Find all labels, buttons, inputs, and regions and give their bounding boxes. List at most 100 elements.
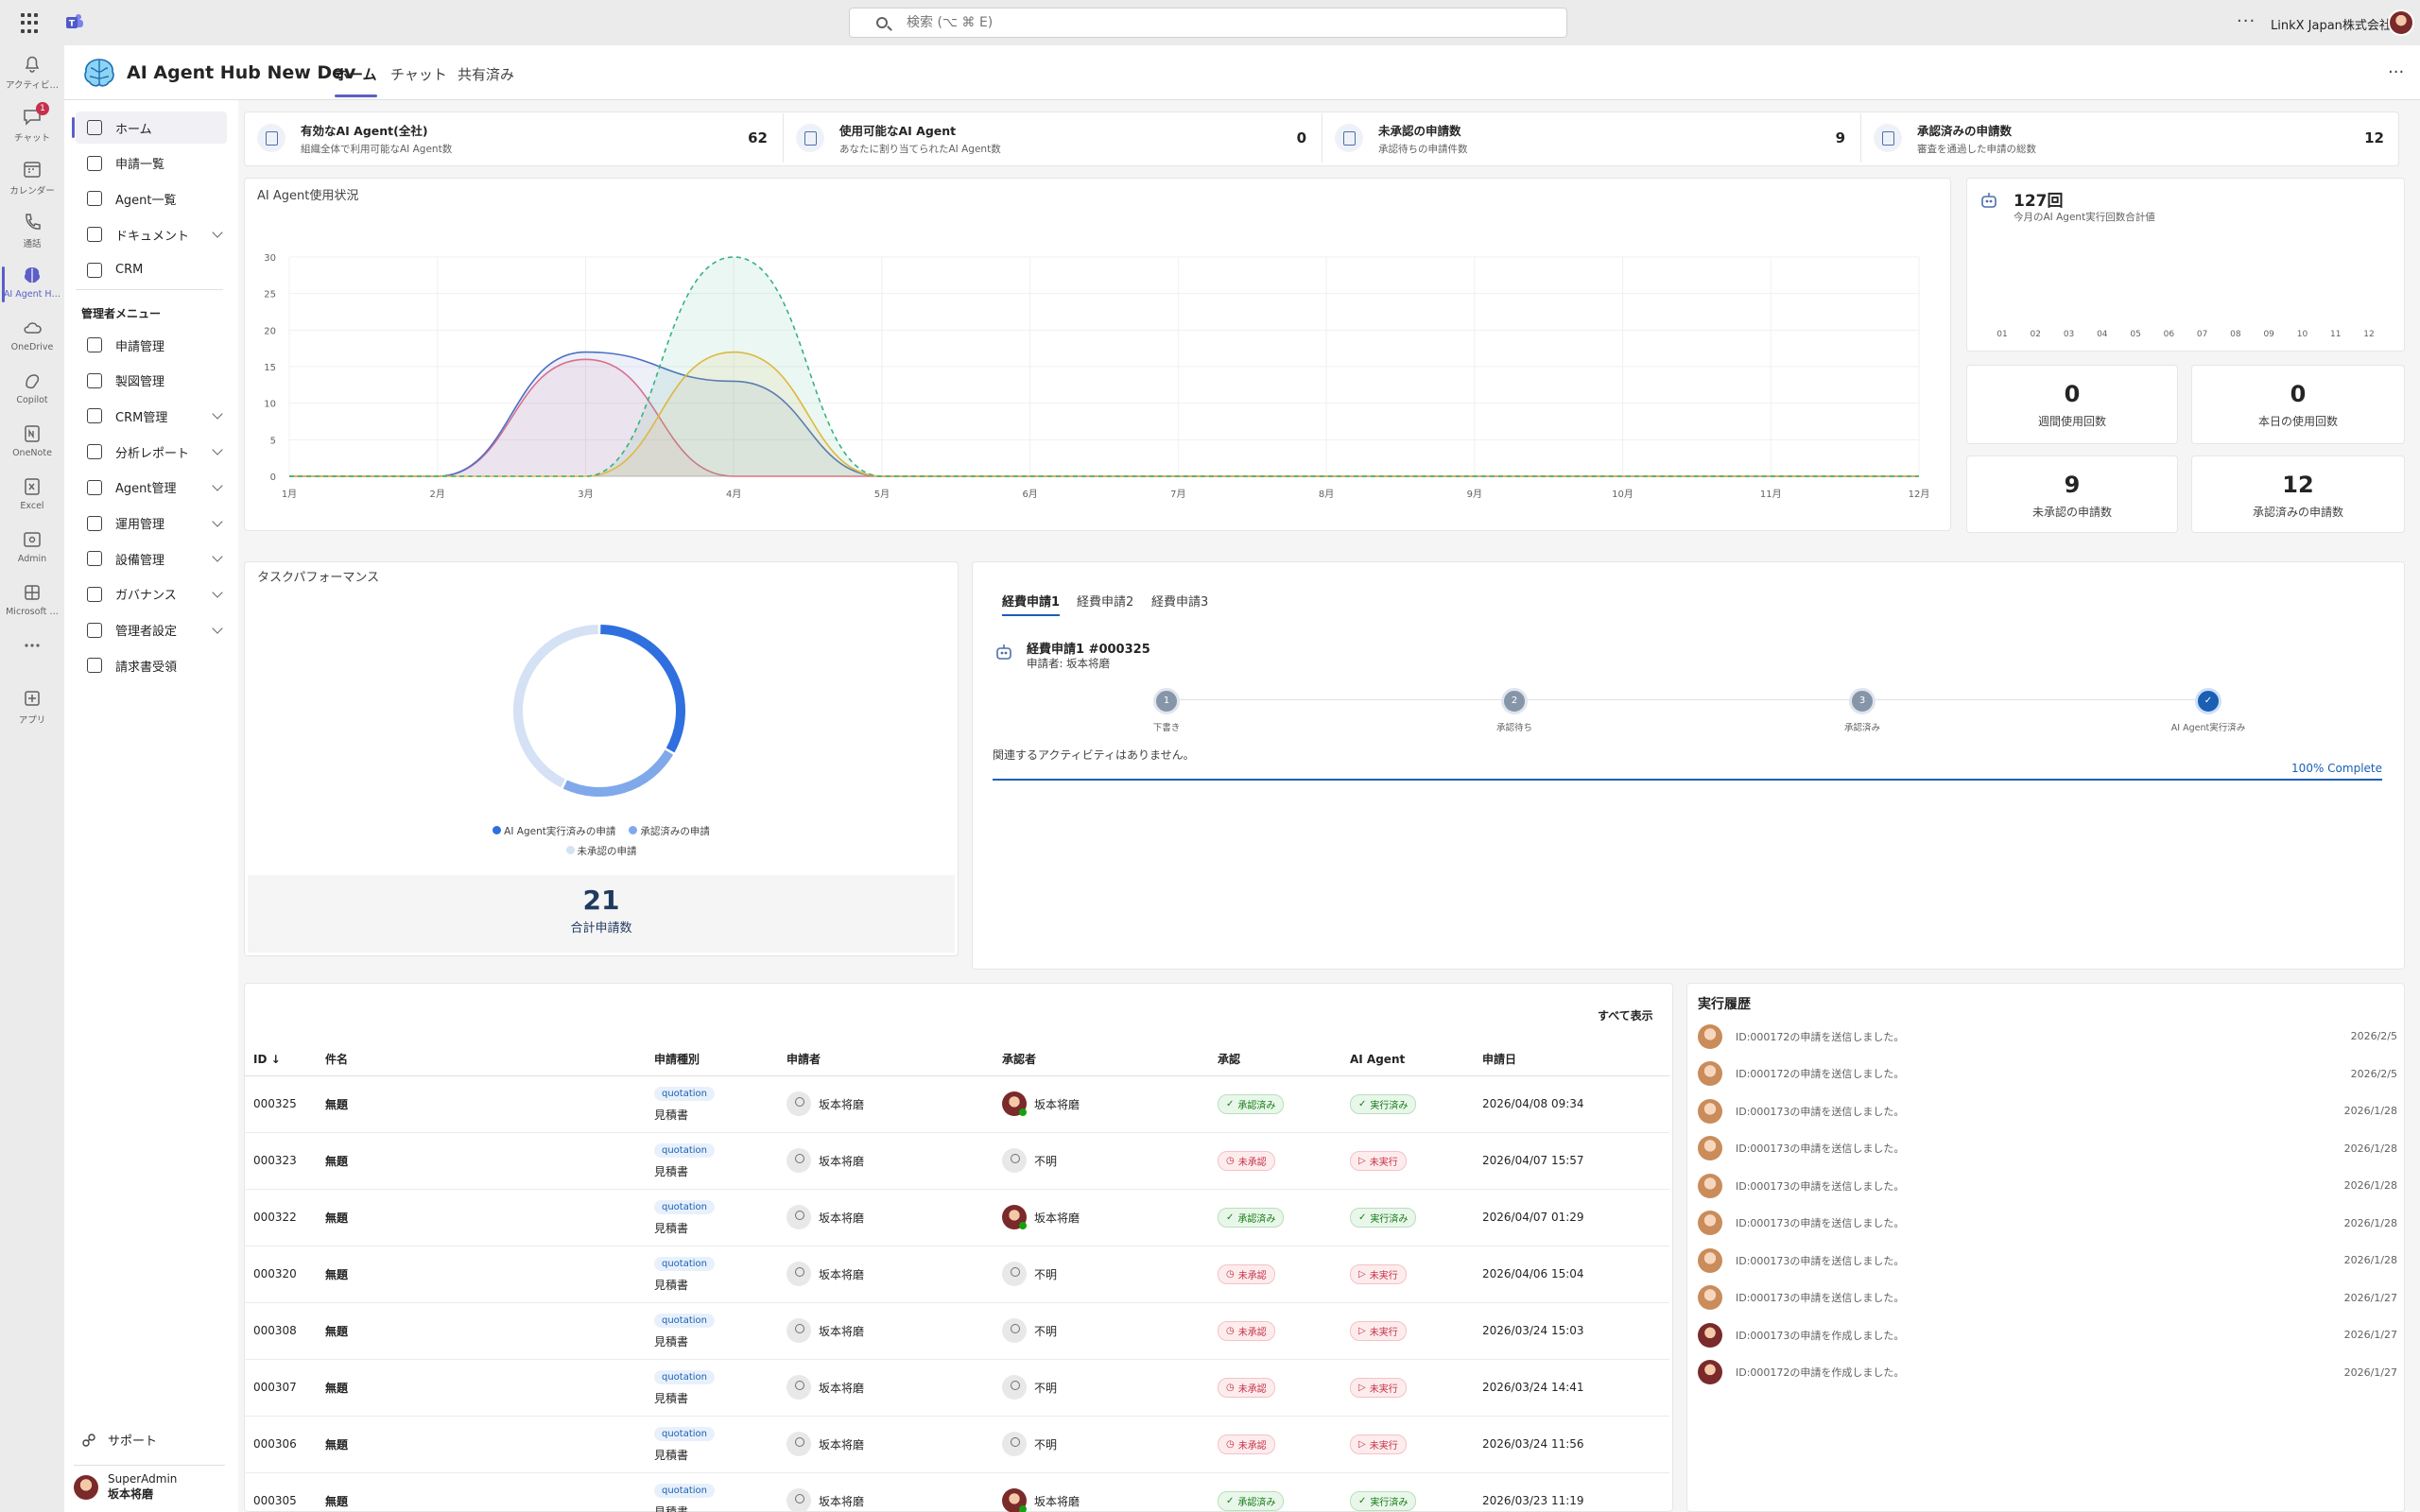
sidebar-item-agent[interactable]: Agent管理 bbox=[76, 472, 227, 504]
rail-item-copilot[interactable]: Copilot bbox=[0, 365, 64, 418]
app-launcher-icon[interactable] bbox=[21, 13, 42, 34]
table-row[interactable]: 000325 無題 quotation 見積書 坂本将磨 坂本将磨 ✓ 承認済み ✓ 実行済み 20… bbox=[244, 1075, 1669, 1133]
column-header[interactable]: 承認者 bbox=[993, 1043, 1208, 1076]
rail-item-calendar[interactable]: カレンダー bbox=[0, 153, 64, 206]
nav-user-profile[interactable]: SuperAdmin 坂本将磨 bbox=[74, 1465, 225, 1503]
tab-expense-2[interactable]: 経費申請2 bbox=[1077, 595, 1134, 610]
rail-item-brain[interactable]: AI Agent H… bbox=[0, 259, 64, 312]
sidebar-item-folder[interactable]: ドキュメント bbox=[76, 218, 227, 250]
table-row[interactable]: 000320 無題 quotation 見積書 坂本将磨 不明 ◷ 未承認 ▷ 未実行 2026/0… bbox=[244, 1246, 1669, 1303]
more-options-icon[interactable]: ··· bbox=[2237, 11, 2256, 31]
sidebar-item-document[interactable]: 申請一覧 bbox=[76, 147, 227, 180]
person-icon bbox=[1002, 1148, 1027, 1173]
type-tag: quotation bbox=[654, 1483, 716, 1498]
history-item[interactable]: ID:000172の申請を作成しました。 2026/1/27 bbox=[1698, 1354, 2397, 1392]
pending-document-icon bbox=[1335, 124, 1363, 152]
tenant-name[interactable]: LinkX Japan株式会社 bbox=[2271, 19, 2392, 33]
sidebar-item-shield[interactable]: ガバナンス bbox=[76, 578, 227, 610]
agent-icon bbox=[87, 479, 102, 495]
agent-badge: ▷ 未実行 bbox=[1350, 1150, 1407, 1171]
history-item[interactable]: ID:000173の申請を送信しました。 2026/1/28 bbox=[1698, 1130, 2397, 1168]
cell-agent: ▷ 未実行 bbox=[1340, 1132, 1473, 1190]
sidebar-item-chart[interactable]: 分析レポート bbox=[76, 436, 227, 468]
play-icon: ▷ bbox=[1358, 1382, 1366, 1393]
person: 不明 bbox=[1002, 1262, 1208, 1286]
table-row[interactable]: 000308 無題 quotation 見積書 坂本将磨 不明 ◷ 未承認 ▷ 未実行 2026/0… bbox=[244, 1302, 1669, 1360]
tab-home[interactable]: ホーム bbox=[335, 66, 377, 97]
table-row[interactable]: 000306 無題 quotation 見積書 坂本将磨 不明 ◷ 未承認 ▷ 未実行 2026/0… bbox=[244, 1416, 1669, 1473]
cell-approval: ✓ 承認済み bbox=[1208, 1189, 1340, 1246]
sidebar-item-label: ホーム bbox=[115, 122, 152, 137]
stat-subtitle: 組織全体で利用可能なAI Agent数 bbox=[301, 143, 453, 155]
cell-type: quotation 見積書 bbox=[645, 1416, 777, 1473]
column-header[interactable]: 申請種別 bbox=[645, 1043, 777, 1076]
cell-agent: ✓ 実行済み bbox=[1340, 1472, 1473, 1512]
rail-item-phone[interactable]: 通話 bbox=[0, 206, 64, 259]
history-item[interactable]: ID:000172の申請を送信しました。 2026/2/5 bbox=[1698, 1018, 2397, 1056]
history-text: ID:000173の申請を送信しました。 bbox=[1736, 1143, 1905, 1156]
column-header[interactable]: ID ↓ bbox=[244, 1043, 316, 1076]
person-name: 不明 bbox=[1034, 1324, 1058, 1338]
tag-icon bbox=[257, 124, 285, 152]
search-input[interactable] bbox=[907, 15, 1474, 30]
tab-expense-3[interactable]: 経費申請3 bbox=[1151, 595, 1209, 610]
step-label: AI Agent実行済み bbox=[2170, 723, 2246, 733]
column-header[interactable]: 承認 bbox=[1208, 1043, 1340, 1076]
cell-subject: 無題 bbox=[316, 1359, 645, 1417]
rail-item-more[interactable] bbox=[0, 629, 64, 682]
view-all-link[interactable]: すべて表示 bbox=[1598, 1009, 1653, 1022]
column-header[interactable]: 件名 bbox=[316, 1043, 645, 1076]
cell-subject: 無題 bbox=[316, 1302, 645, 1360]
history-item[interactable]: ID:000173の申請を送信しました。 2026/1/28 bbox=[1698, 1205, 2397, 1243]
brain-logo-icon bbox=[84, 59, 114, 87]
history-item[interactable]: ID:000173の申請を送信しました。 2026/1/28 bbox=[1698, 1167, 2397, 1205]
rail-item-cloud[interactable]: OneDrive bbox=[0, 312, 64, 365]
table-row[interactable]: 000322 無題 quotation 見積書 坂本将磨 坂本将磨 ✓ 承認済み ✓ 実行済み 20… bbox=[244, 1189, 1669, 1246]
sidebar-item-agent[interactable]: Agent一覧 bbox=[76, 182, 227, 215]
table-header-row: ID ↓ 件名 申請種別 申請者 承認者 承認 AI Agent 申請日 bbox=[244, 1043, 1669, 1076]
history-item[interactable]: ID:000172の申請を送信しました。 2026/2/5 bbox=[1698, 1056, 2397, 1093]
rail-item-admin[interactable]: Admin bbox=[0, 524, 64, 576]
app-header bbox=[64, 45, 2420, 100]
sidebar-item-crm[interactable]: CRM bbox=[76, 254, 227, 286]
history-item[interactable]: ID:000173の申請を作成しました。 2026/1/27 bbox=[1698, 1316, 2397, 1354]
history-date: 2026/1/27 bbox=[2343, 1366, 2397, 1379]
x-tick-label: 5月 bbox=[874, 489, 890, 500]
header-more-icon[interactable]: ··· bbox=[2388, 62, 2405, 82]
cell-agent: ▷ 未実行 bbox=[1340, 1302, 1473, 1360]
history-item[interactable]: ID:000173の申請を送信しました。 2026/1/28 bbox=[1698, 1242, 2397, 1280]
tab-shared[interactable]: 共有済み bbox=[458, 66, 515, 83]
sidebar-item-gear[interactable]: 運用管理 bbox=[76, 507, 227, 540]
rail-item-onenote[interactable]: OneNote bbox=[0, 418, 64, 471]
sidebar-item-document[interactable]: 申請管理 bbox=[76, 329, 227, 361]
rail-item-microsoft[interactable]: Microsoft … bbox=[0, 576, 64, 629]
chevron-down-icon bbox=[212, 227, 223, 238]
user-avatar[interactable] bbox=[2388, 9, 2414, 36]
rail-item-apps-add[interactable]: アプリ bbox=[0, 682, 64, 735]
table-row[interactable]: 000307 無題 quotation 見積書 坂本将磨 不明 ◷ 未承認 ▷ 未実行 2026/0… bbox=[244, 1359, 1669, 1417]
person-name: 坂本将磨 bbox=[819, 1437, 865, 1452]
stat-value: 12 bbox=[2364, 129, 2384, 146]
tab-chat[interactable]: チャット bbox=[390, 66, 447, 83]
column-header[interactable]: AI Agent bbox=[1340, 1043, 1473, 1076]
sidebar-item-gear[interactable]: CRM管理 bbox=[76, 400, 227, 432]
rail-item-chat[interactable]: 1 チャット bbox=[0, 100, 64, 153]
column-header[interactable]: 申請者 bbox=[777, 1043, 993, 1076]
sidebar-item-invoice[interactable]: 請求書受領 bbox=[76, 649, 227, 681]
column-header[interactable]: 申請日 bbox=[1473, 1043, 1669, 1076]
table-row[interactable]: 000305 無題 quotation 見積書 坂本将磨 坂本将磨 ✓ 承認済み ✓ 実行済み 20… bbox=[244, 1472, 1669, 1512]
rail-item-bell[interactable]: アクティビ… bbox=[0, 47, 64, 100]
history-item[interactable]: ID:000173の申請を送信しました。 2026/1/28 bbox=[1698, 1092, 2397, 1130]
sidebar-item-drawing[interactable]: 製図管理 bbox=[76, 365, 227, 397]
play-icon: ▷ bbox=[1358, 1268, 1366, 1280]
history-item[interactable]: ID:000173の申請を送信しました。 2026/1/27 bbox=[1698, 1280, 2397, 1317]
table-row[interactable]: 000323 無題 quotation 見積書 坂本将磨 不明 ◷ 未承認 ▷ 未実行 2026/0… bbox=[244, 1132, 1669, 1190]
sidebar-item-building[interactable]: 設備管理 bbox=[76, 542, 227, 575]
sidebar-item-home[interactable]: ホーム bbox=[72, 112, 227, 144]
requests-table: ID ↓ 件名 申請種別 申請者 承認者 承認 AI Agent 申請日 000325 無題 qu… bbox=[244, 1043, 1669, 1512]
tab-expense-1[interactable]: 経費申請1 bbox=[1002, 592, 1061, 616]
sidebar-item-gear[interactable]: 管理者設定 bbox=[76, 614, 227, 646]
search-box[interactable] bbox=[849, 8, 1567, 38]
support-link[interactable]: サポート bbox=[81, 1431, 157, 1449]
rail-item-excel[interactable]: Excel bbox=[0, 471, 64, 524]
